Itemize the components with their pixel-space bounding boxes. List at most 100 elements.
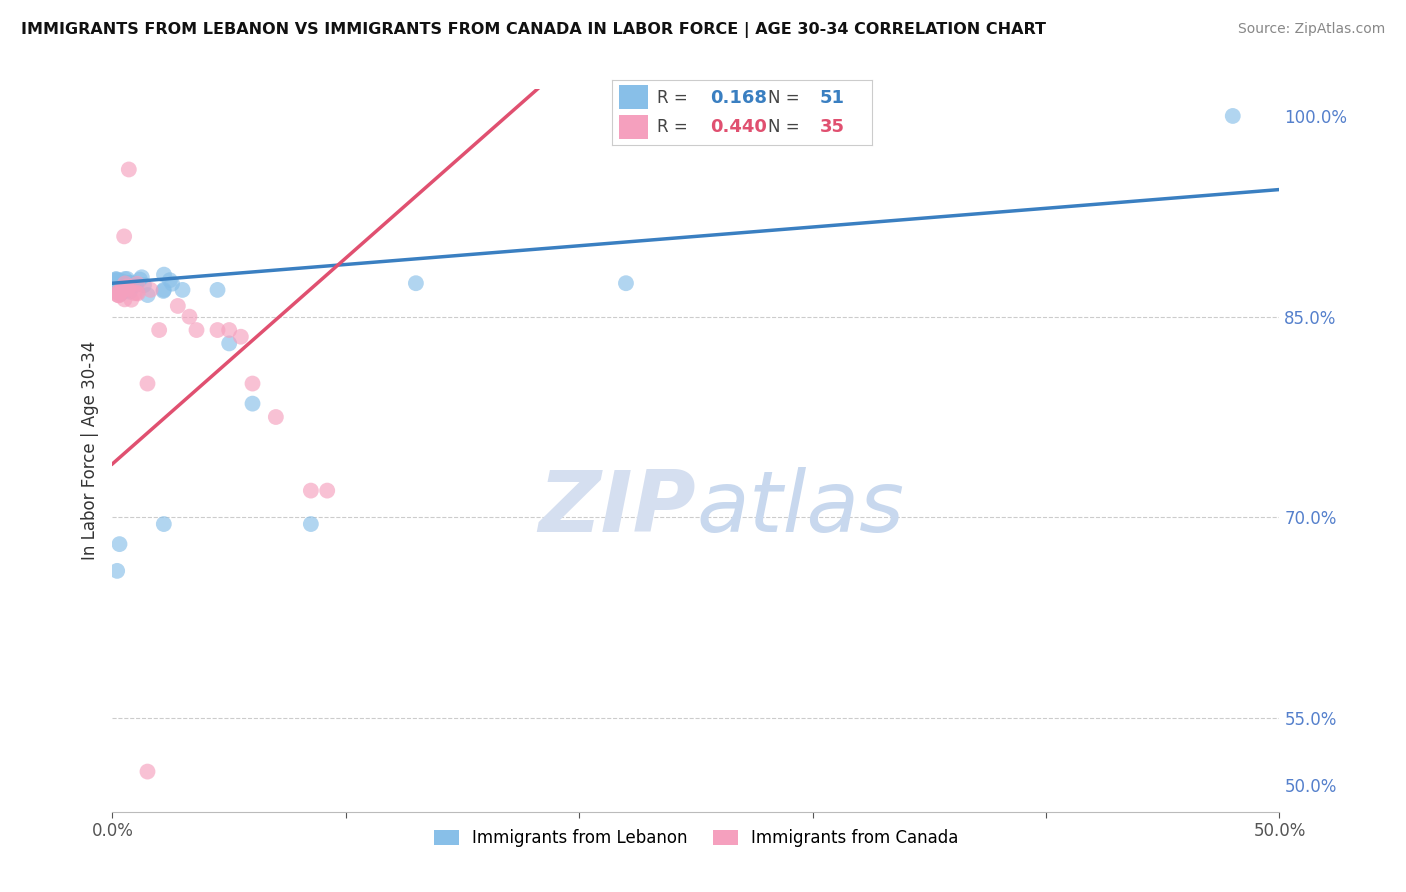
Point [131, 270, 153, 285]
Point [242, 396, 264, 410]
Point [110, 281, 132, 295]
Point [107, 282, 129, 296]
Point [129, 272, 152, 286]
Point [110, 280, 132, 294]
Point [104, 284, 127, 298]
Point [207, 283, 229, 297]
Bar [620, 115, 648, 139]
Point [166, 299, 188, 313]
Point [264, 410, 287, 425]
Point [120, 280, 142, 294]
Point [118, 281, 141, 295]
Point [152, 284, 174, 298]
Point [115, 279, 138, 293]
Point [125, 277, 148, 292]
Point [132, 278, 155, 293]
Point [105, 272, 128, 286]
Point [110, 287, 132, 301]
Text: R =: R = [657, 118, 693, 136]
Point [316, 483, 339, 498]
Text: 0.168: 0.168 [710, 88, 768, 107]
Point [186, 323, 208, 337]
Point [127, 286, 149, 301]
Point [139, 283, 162, 297]
Point [242, 376, 264, 391]
Point [104, 277, 127, 291]
Point [111, 274, 134, 288]
Point [153, 268, 176, 282]
Point [218, 336, 240, 351]
Point [107, 284, 129, 298]
Point [107, 285, 129, 299]
Text: atlas: atlas [696, 467, 904, 549]
Point [160, 277, 183, 291]
Point [110, 285, 132, 299]
Point [108, 288, 131, 302]
Text: N =: N = [768, 118, 804, 136]
Point [110, 277, 132, 292]
Point [1222, 109, 1244, 123]
Point [114, 293, 136, 307]
Point [159, 273, 181, 287]
Point [127, 277, 149, 291]
Text: ZIP: ZIP [538, 467, 696, 549]
Point [207, 323, 229, 337]
Legend: Immigrants from Lebanon, Immigrants from Canada: Immigrants from Lebanon, Immigrants from… [427, 822, 965, 854]
Point [110, 285, 132, 300]
Point [111, 281, 134, 295]
Point [117, 282, 139, 296]
Point [107, 287, 129, 301]
Point [104, 274, 127, 288]
Y-axis label: In Labor Force | Age 30-34: In Labor Force | Age 30-34 [80, 341, 98, 560]
Point [118, 285, 141, 299]
Point [218, 323, 240, 337]
Point [107, 279, 129, 293]
Point [115, 279, 138, 293]
Point [136, 764, 159, 779]
Bar [620, 85, 648, 109]
Point [405, 277, 427, 291]
Point [118, 162, 141, 177]
Point [229, 330, 252, 344]
Point [124, 277, 146, 291]
Point [136, 288, 159, 302]
Point [104, 272, 127, 286]
Point [118, 276, 141, 290]
Text: R =: R = [657, 88, 693, 107]
Point [105, 564, 128, 578]
Text: IMMIGRANTS FROM LEBANON VS IMMIGRANTS FROM CANADA IN LABOR FORCE | AGE 30-34 COR: IMMIGRANTS FROM LEBANON VS IMMIGRANTS FR… [21, 22, 1046, 38]
Point [124, 286, 146, 301]
Point [107, 285, 129, 300]
Text: 0.440: 0.440 [710, 118, 768, 136]
Point [114, 272, 136, 286]
Point [179, 310, 201, 324]
Point [112, 229, 135, 244]
Point [112, 276, 135, 290]
Point [115, 272, 138, 286]
Point [107, 285, 129, 300]
Point [107, 288, 129, 302]
Point [120, 293, 142, 307]
Point [299, 483, 322, 498]
Text: Source: ZipAtlas.com: Source: ZipAtlas.com [1237, 22, 1385, 37]
Point [108, 537, 131, 551]
Point [107, 281, 129, 295]
Point [107, 278, 129, 293]
Point [153, 283, 176, 297]
Point [299, 517, 322, 532]
Point [614, 277, 637, 291]
Point [115, 281, 138, 295]
Point [120, 276, 142, 290]
Point [136, 376, 159, 391]
Text: N =: N = [768, 88, 804, 107]
Point [153, 517, 176, 532]
Point [118, 283, 141, 297]
Text: 51: 51 [820, 88, 845, 107]
Point [125, 285, 148, 300]
Point [172, 283, 194, 297]
Point [105, 279, 128, 293]
Point [111, 281, 134, 295]
Text: 35: 35 [820, 118, 845, 136]
Point [114, 277, 136, 291]
Point [107, 273, 129, 287]
